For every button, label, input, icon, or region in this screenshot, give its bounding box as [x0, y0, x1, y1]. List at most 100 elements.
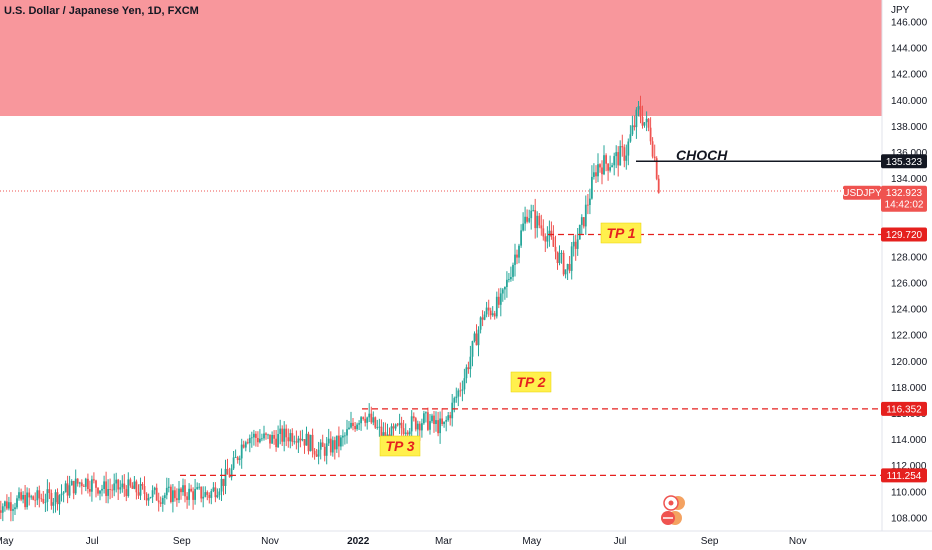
candle-body: [60, 493, 63, 496]
candle-body: [342, 435, 344, 438]
candle-body: [635, 109, 638, 128]
candle-body: [285, 428, 288, 438]
candle-body: [651, 141, 654, 157]
candle-body: [87, 478, 89, 489]
candle-body: [556, 251, 559, 263]
candle-body: [76, 478, 79, 484]
time-axis[interactable]: May Jul Sep Nov 2022 Mar May Jul Sep Nov: [0, 536, 807, 547]
replay-icon[interactable]: [663, 495, 685, 511]
candle-body: [340, 437, 342, 447]
candle-body: [364, 418, 367, 423]
candle-body: [267, 434, 269, 436]
candle-body: [109, 489, 111, 490]
candle-body: [544, 236, 547, 242]
candle-body: [143, 486, 146, 494]
candle-body: [495, 296, 498, 317]
candle-body: [248, 438, 251, 444]
candle-body: [366, 417, 369, 423]
candle-body: [228, 474, 231, 478]
candle-body: [131, 485, 134, 489]
candle-body: [281, 428, 284, 442]
candle-body: [12, 509, 14, 511]
candle-body: [277, 434, 279, 448]
candle-body: [398, 422, 401, 426]
candle-body: [147, 498, 150, 501]
candle-body: [530, 210, 533, 219]
candle-body: [378, 426, 381, 428]
candle-body: [149, 497, 152, 498]
candle-body: [18, 492, 20, 499]
candle-body: [526, 216, 528, 222]
candle-body: [601, 167, 603, 175]
candle-body: [572, 241, 575, 247]
candle-body: [362, 417, 365, 419]
target-label: TP 2: [516, 374, 545, 390]
candle-body: [74, 478, 77, 494]
candle-body: [560, 252, 563, 254]
candle-body: [504, 287, 506, 290]
candle-body: [518, 245, 520, 258]
price-axis[interactable]: 146.000 144.000 142.000 140.000 138.000 136.0…: [891, 18, 928, 525]
candle-body: [647, 118, 650, 128]
candle-body: [107, 489, 109, 496]
candle-body: [390, 426, 393, 445]
y-tick-label: 134.000: [891, 174, 928, 185]
candle-body: [433, 415, 435, 424]
level-price-text: 111.254: [887, 471, 922, 482]
candle-body: [358, 423, 360, 425]
candle-body: [28, 492, 31, 498]
candle-body: [188, 488, 190, 500]
candle-body: [465, 367, 468, 379]
candle-body: [348, 427, 350, 430]
candle-body: [356, 424, 358, 430]
candle-body: [350, 422, 352, 428]
candle-body: [78, 482, 81, 484]
candle-body: [542, 228, 545, 237]
candle-body: [170, 486, 172, 502]
candle-body: [66, 483, 69, 496]
candle-body: [607, 163, 609, 171]
x-tick-label: Mar: [435, 536, 453, 547]
candle-body: [93, 479, 95, 481]
candle-body: [374, 417, 377, 428]
candle-body: [352, 422, 354, 426]
earnings-icon[interactable]: [661, 511, 682, 525]
candle-body: [22, 495, 24, 500]
candle-body: [653, 156, 656, 159]
candle-body: [16, 498, 18, 508]
candle-body: [204, 492, 207, 497]
candle-body: [637, 106, 640, 110]
candle-body: [643, 122, 646, 126]
candle-body: [487, 307, 490, 311]
candle-body: [327, 438, 330, 444]
target-label-box: [379, 435, 421, 457]
candle-body: [437, 420, 439, 434]
candle-body: [113, 483, 116, 491]
candle-body: [538, 215, 541, 226]
candle-body: [595, 172, 597, 177]
candle-body: [451, 402, 454, 419]
candle-body: [238, 458, 241, 460]
candle-body: [508, 279, 510, 280]
candle-body: [514, 254, 516, 265]
target-levels: CHOCH TP 1 TP 2 TP 3: [180, 147, 882, 476]
candle-body: [95, 480, 97, 488]
candle-body: [506, 279, 508, 287]
candle-body: [540, 225, 543, 229]
candle-body: [629, 134, 632, 142]
candle-body: [287, 437, 290, 442]
candle-body: [257, 438, 259, 443]
candle-body: [99, 490, 101, 494]
candle-body: [576, 239, 579, 249]
level-price-text: 129.720: [886, 230, 923, 241]
chart-title: U.S. Dollar / Japanese Yen, 1D, FXCM: [4, 5, 199, 17]
candle-body: [443, 421, 445, 424]
candle-body: [137, 492, 140, 496]
candle-body: [1, 506, 4, 513]
candle-body: [657, 178, 660, 193]
y-tick-label: 120.000: [891, 357, 928, 368]
candle-body: [206, 492, 209, 495]
candle-body: [103, 481, 105, 489]
candle-body: [491, 313, 494, 316]
